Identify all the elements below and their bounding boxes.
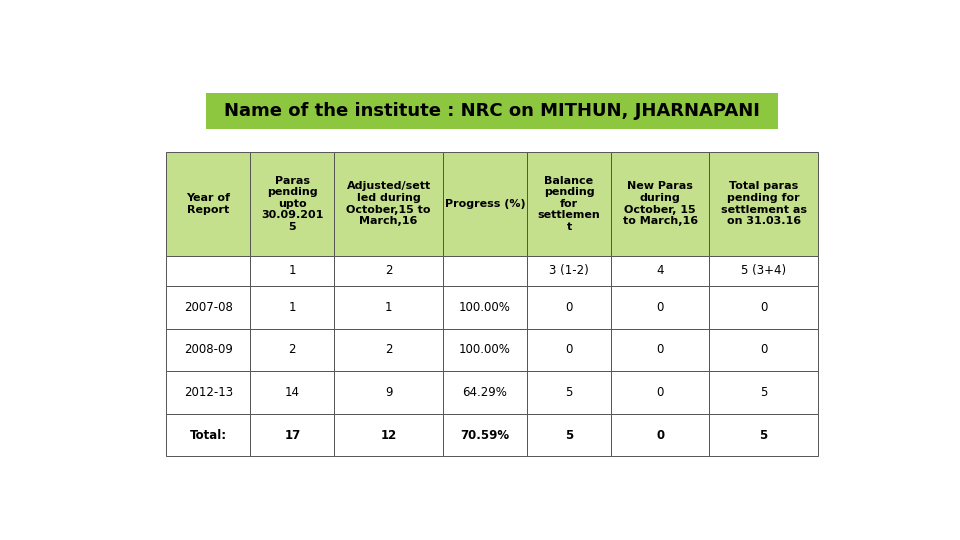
FancyBboxPatch shape [709,372,818,414]
Text: 0: 0 [760,343,767,356]
FancyBboxPatch shape [612,255,709,286]
Text: Progress (%): Progress (%) [444,199,525,209]
Text: 100.00%: 100.00% [459,301,511,314]
FancyBboxPatch shape [251,255,334,286]
Text: 0: 0 [760,301,767,314]
FancyBboxPatch shape [443,414,527,456]
Text: 0: 0 [657,429,664,442]
Text: 0: 0 [657,386,664,399]
FancyBboxPatch shape [709,152,818,255]
Text: 2008-09: 2008-09 [183,343,232,356]
Text: 9: 9 [385,386,393,399]
Text: 5: 5 [760,386,767,399]
FancyBboxPatch shape [251,152,334,255]
Text: Adjusted/sett
led during
October,15 to
March,16: Adjusted/sett led during October,15 to M… [347,181,431,226]
FancyBboxPatch shape [612,286,709,329]
FancyBboxPatch shape [334,286,443,329]
FancyBboxPatch shape [443,372,527,414]
Text: 100.00%: 100.00% [459,343,511,356]
FancyBboxPatch shape [709,414,818,456]
FancyBboxPatch shape [527,152,612,255]
FancyBboxPatch shape [709,329,818,372]
Text: 5: 5 [759,429,768,442]
FancyBboxPatch shape [166,372,251,414]
FancyBboxPatch shape [443,329,527,372]
Text: 2: 2 [385,264,393,278]
FancyBboxPatch shape [205,93,779,129]
FancyBboxPatch shape [527,329,612,372]
Text: 1: 1 [289,264,296,278]
FancyBboxPatch shape [251,372,334,414]
Text: 1: 1 [385,301,393,314]
Text: 2: 2 [289,343,296,356]
Text: 3 (1-2): 3 (1-2) [549,264,588,278]
Text: Paras
pending
upto
30.09.201
5: Paras pending upto 30.09.201 5 [261,176,324,232]
Text: 70.59%: 70.59% [460,429,510,442]
Text: 12: 12 [380,429,396,442]
Text: 0: 0 [565,343,573,356]
Text: 17: 17 [284,429,300,442]
Text: New Paras
during
October, 15
to March,16: New Paras during October, 15 to March,16 [623,181,698,226]
FancyBboxPatch shape [709,286,818,329]
FancyBboxPatch shape [527,255,612,286]
FancyBboxPatch shape [443,286,527,329]
FancyBboxPatch shape [334,255,443,286]
Text: 0: 0 [657,343,664,356]
FancyBboxPatch shape [527,372,612,414]
FancyBboxPatch shape [334,414,443,456]
Text: 64.29%: 64.29% [463,386,507,399]
Text: 2: 2 [385,343,393,356]
Text: Total:: Total: [190,429,227,442]
FancyBboxPatch shape [251,286,334,329]
Text: 0: 0 [565,301,573,314]
Text: 14: 14 [285,386,300,399]
FancyBboxPatch shape [334,329,443,372]
FancyBboxPatch shape [166,329,251,372]
Text: Balance
pending
for
settlemen
t: Balance pending for settlemen t [538,176,600,232]
FancyBboxPatch shape [251,414,334,456]
Text: 5: 5 [565,386,573,399]
FancyBboxPatch shape [166,414,251,456]
Text: Total paras
pending for
settlement as
on 31.03.16: Total paras pending for settlement as on… [721,181,806,226]
FancyBboxPatch shape [334,152,443,255]
FancyBboxPatch shape [166,255,251,286]
Text: 2012-13: 2012-13 [183,386,232,399]
Text: 5 (3+4): 5 (3+4) [741,264,786,278]
Text: Year of
Report: Year of Report [186,193,230,215]
Text: 2007-08: 2007-08 [183,301,232,314]
Text: 4: 4 [657,264,664,278]
Text: Name of the institute : NRC on MITHUN, JHARNAPANI: Name of the institute : NRC on MITHUN, J… [224,102,760,120]
FancyBboxPatch shape [443,152,527,255]
Text: 5: 5 [564,429,573,442]
FancyBboxPatch shape [251,329,334,372]
FancyBboxPatch shape [612,152,709,255]
FancyBboxPatch shape [527,414,612,456]
Text: 0: 0 [657,301,664,314]
FancyBboxPatch shape [612,372,709,414]
FancyBboxPatch shape [166,152,251,255]
FancyBboxPatch shape [166,286,251,329]
FancyBboxPatch shape [443,255,527,286]
FancyBboxPatch shape [334,372,443,414]
FancyBboxPatch shape [709,255,818,286]
FancyBboxPatch shape [527,286,612,329]
Text: 1: 1 [289,301,296,314]
FancyBboxPatch shape [612,329,709,372]
FancyBboxPatch shape [612,414,709,456]
